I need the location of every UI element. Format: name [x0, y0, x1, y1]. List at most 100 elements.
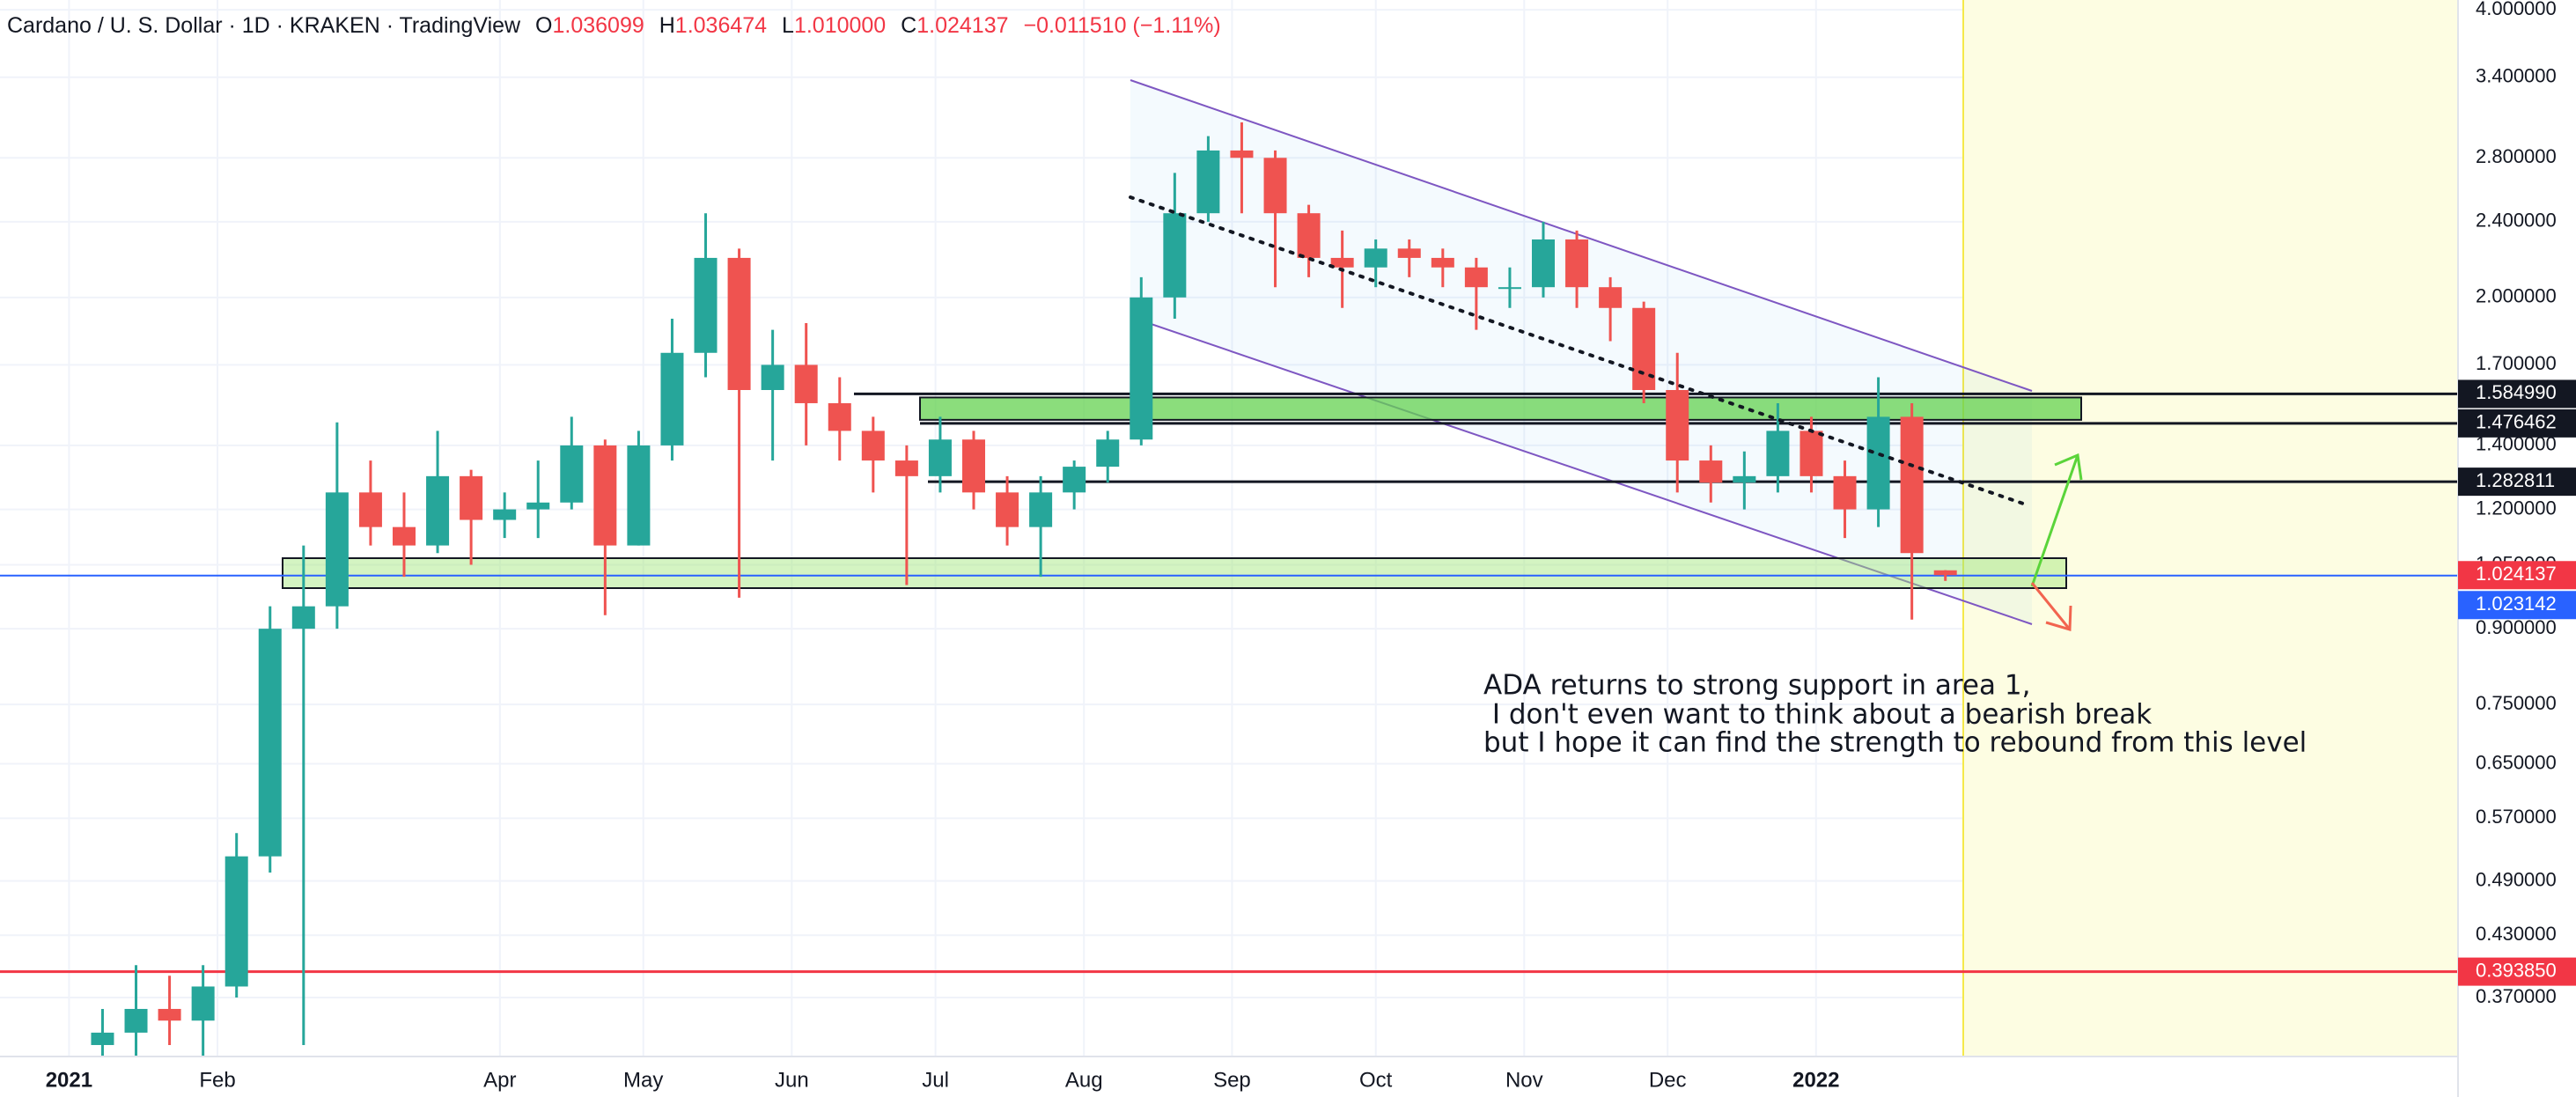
x-tick-label: Dec	[1649, 1068, 1687, 1092]
candle-body	[258, 629, 282, 857]
candle-body	[1397, 248, 1421, 258]
candle-body	[426, 475, 450, 546]
candle-body	[392, 526, 416, 546]
candle-body	[158, 1008, 181, 1021]
y-tick-label: 0.430000	[2476, 923, 2557, 945]
candle-body	[694, 257, 718, 353]
candle-body	[1230, 150, 1254, 158]
candle-body	[124, 1008, 148, 1033]
ohlc-name: L	[782, 13, 794, 38]
y-tick-label: 1.200000	[2476, 497, 2557, 519]
candle-body	[794, 364, 818, 403]
price-badge-label: 0.393850	[2476, 959, 2557, 981]
candle-body	[1096, 439, 1120, 468]
header: Cardano / U. S. Dollar · 1D · KRAKEN · T…	[7, 13, 1221, 38]
candle-body	[1130, 297, 1153, 440]
x-tick-label: Jun	[775, 1068, 809, 1092]
x-tick-label: Apr	[483, 1068, 516, 1092]
header-title: Cardano / U. S. Dollar · 1D · KRAKEN · T…	[7, 13, 521, 38]
candle-body	[526, 502, 550, 510]
candle-body	[894, 460, 918, 476]
y-tick-label: 2.800000	[2476, 145, 2557, 167]
ohlc-value: 1.010000	[794, 13, 886, 38]
candle-body	[1263, 158, 1287, 214]
candle-body	[1766, 431, 1790, 476]
ohlc-name: H	[659, 13, 675, 38]
candle-body	[593, 445, 617, 546]
price-badge-label: 1.476462	[2476, 411, 2557, 433]
candle-body	[1163, 213, 1187, 298]
ohlc-name: O	[535, 13, 552, 38]
price-badge-label: 1.024137	[2476, 563, 2557, 585]
change: −0.011510 (−1.11%)	[1023, 13, 1220, 38]
candle-body	[1330, 257, 1354, 268]
candle-body	[460, 475, 483, 520]
axes: 4.000000 3.400000 2.800000 2.400000 2.000000…	[46, 0, 2576, 1092]
y-tick-label: 0.570000	[2476, 806, 2557, 828]
y-tick-label: 4.000000	[2476, 0, 2557, 19]
candle-body	[727, 257, 751, 390]
candle-body	[1599, 287, 1623, 308]
y-tick-label: 2.400000	[2476, 210, 2557, 232]
candle-body	[1063, 467, 1086, 493]
y-tick-label: 0.650000	[2476, 751, 2557, 773]
ohlc-name: C	[901, 13, 916, 38]
candle-body	[928, 439, 952, 476]
annotation-line: I don't even want to think about a beari…	[1483, 699, 2152, 731]
x-tick-label: 2022	[1792, 1068, 1839, 1092]
candle-body	[560, 445, 584, 503]
candle-body	[761, 364, 784, 390]
y-tick-label: 0.900000	[2476, 616, 2557, 638]
y-tick-label: 0.490000	[2476, 868, 2557, 890]
x-tick-label: Feb	[199, 1068, 235, 1092]
candle-body	[627, 445, 651, 546]
candle-body	[996, 492, 1019, 527]
candle-body	[1431, 257, 1454, 268]
candle-body	[358, 492, 382, 527]
annotation-line: ADA returns to strong support in area 1,	[1483, 670, 2030, 702]
price-badge-label: 1.023142	[2476, 593, 2557, 615]
support-zone	[282, 557, 2067, 589]
candle-body	[1800, 431, 1823, 476]
candle-body	[1196, 150, 1220, 214]
price-badge-label: 1.584990	[2476, 381, 2557, 403]
candle-body	[1531, 239, 1555, 288]
x-tick-label: Sep	[1213, 1068, 1251, 1092]
x-tick-label: Nov	[1505, 1068, 1543, 1092]
candle-body	[1733, 475, 1756, 483]
y-tick-label: 1.700000	[2476, 352, 2557, 374]
ohlc-value: 1.024137	[916, 13, 1008, 38]
price-badge	[2458, 409, 2576, 438]
x-tick-label: May	[623, 1068, 663, 1092]
ohlc-value: 1.036474	[675, 13, 767, 38]
x-tick-label: Jul	[922, 1068, 949, 1092]
candles	[91, 121, 1957, 1057]
candle-body	[224, 856, 248, 987]
candle-body	[1029, 492, 1053, 527]
y-tick-label: 0.750000	[2476, 692, 2557, 714]
candle-body	[1565, 239, 1589, 288]
price-badge	[2458, 957, 2576, 986]
ohlc-value: 1.036099	[553, 13, 644, 38]
x-tick-label: 2021	[46, 1068, 92, 1092]
candle-body	[1833, 475, 1857, 510]
channel-lower	[1130, 316, 2033, 625]
candle-body	[91, 1032, 114, 1045]
candle-body	[325, 492, 349, 607]
annotation-line: but I hope it can find the strength to r…	[1483, 727, 2307, 759]
candle-body	[1364, 248, 1387, 268]
price-badge	[2458, 468, 2576, 497]
trend-line	[1129, 195, 2028, 506]
y-tick-label: 3.400000	[2476, 65, 2557, 87]
down-arrow	[2030, 582, 2072, 631]
candle-body	[291, 606, 315, 629]
y-tick-label: 0.370000	[2476, 985, 2557, 1007]
candle-body	[861, 431, 885, 461]
candle-body	[191, 986, 215, 1021]
candle-body	[1933, 570, 1957, 576]
levels	[0, 392, 2458, 974]
price-badge	[2458, 379, 2576, 409]
candle-body	[1866, 416, 1890, 510]
